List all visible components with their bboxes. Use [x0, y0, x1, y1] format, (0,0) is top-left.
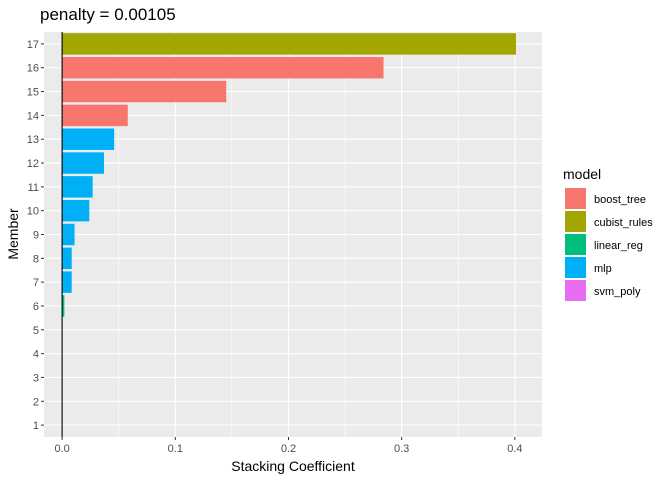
legend-label: boost_tree [594, 194, 646, 206]
x-tick-label: 0.3 [394, 443, 409, 455]
bars [62, 33, 516, 317]
bar-member-13 [62, 128, 115, 150]
legend-title: model [563, 166, 601, 182]
bar-member-11 [62, 176, 93, 198]
y-tick-label: 7 [33, 277, 39, 289]
x-tick-label: 0.2 [281, 443, 296, 455]
y-axis-title: Member [5, 208, 21, 260]
y-tick-label: 15 [27, 87, 39, 99]
bar-member-10 [62, 199, 90, 222]
x-tick-label: 0.1 [168, 443, 183, 455]
y-tick-label: 3 [33, 372, 39, 384]
x-tick-label: 0.0 [54, 443, 69, 455]
legend-key-svm-poly [565, 280, 586, 301]
y-tick-label: 6 [33, 301, 39, 313]
y-tick-label: 9 [33, 230, 39, 242]
x-axis-ticks: 0.0 0.1 0.2 0.3 0.4 [54, 437, 522, 455]
legend-label: linear_reg [594, 240, 643, 252]
bar-member-14 [62, 104, 128, 127]
bar-member-12 [62, 152, 104, 174]
legend: model boost_tree cubist_rules linear_regml… [563, 166, 653, 301]
y-tick-label: 17 [27, 39, 39, 51]
legend-key-boost-tree [565, 188, 586, 209]
y-tick-label: 14 [27, 110, 39, 122]
y-tick-label: 10 [27, 206, 39, 218]
bar-member-8 [62, 247, 72, 270]
bar-member-16 [62, 57, 384, 79]
bar-member-17 [62, 33, 516, 55]
y-tick-label: 5 [33, 325, 39, 337]
y-tick-label: 13 [27, 134, 39, 146]
bar-member-9 [62, 223, 75, 246]
bar-member-7 [62, 271, 72, 293]
bar-member-6 [62, 295, 65, 317]
legend-key-cubist-rules [565, 211, 586, 232]
y-tick-label: 1 [33, 420, 39, 432]
chart-title: penalty = 0.00105 [40, 5, 176, 24]
legend-label: mlp [594, 263, 612, 275]
legend-key-mlp [565, 257, 586, 278]
y-tick-label: 12 [27, 158, 39, 170]
legend-label: cubist_rules [594, 217, 653, 229]
y-tick-label: 8 [33, 253, 39, 265]
legend-key-linear-reg [565, 234, 586, 255]
y-tick-label: 2 [33, 396, 39, 408]
y-tick-label: 4 [33, 349, 39, 361]
legend-label: svm_poly [594, 286, 641, 298]
y-tick-label: 16 [27, 63, 39, 75]
y-tick-label: 11 [28, 182, 39, 194]
x-axis-title: Stacking Coefficient [231, 458, 355, 474]
bar-member-15 [62, 80, 227, 103]
x-tick-label: 0.4 [507, 443, 522, 455]
